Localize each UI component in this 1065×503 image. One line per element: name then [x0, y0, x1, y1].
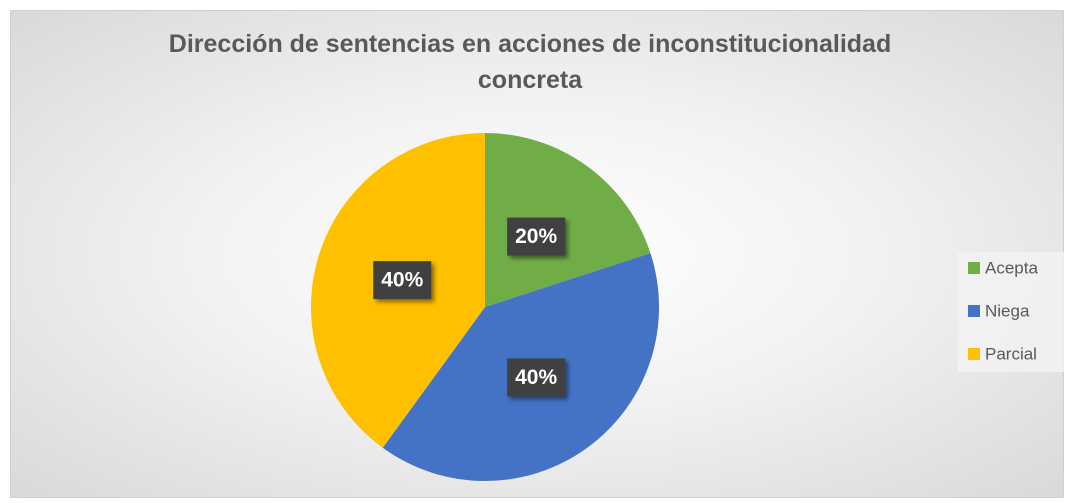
data-label: 40%	[515, 366, 557, 389]
legend-swatch	[968, 262, 980, 274]
legend-label: Parcial	[985, 344, 1037, 363]
legend-label: Acepta	[985, 258, 1038, 277]
legend-label: Niega	[985, 301, 1030, 320]
data-label: 40%	[381, 269, 423, 292]
legend-swatch	[968, 305, 980, 317]
chart-title: Dirección de sentencias en acciones de i…	[168, 30, 892, 94]
pie-slice	[485, 133, 651, 307]
data-label: 20%	[515, 225, 557, 248]
legend-swatch	[968, 348, 980, 360]
data-label-box	[507, 358, 566, 397]
data-label-box	[507, 217, 566, 256]
data-label-box	[373, 261, 432, 300]
